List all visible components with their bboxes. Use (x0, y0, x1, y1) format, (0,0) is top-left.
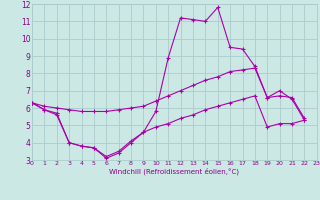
X-axis label: Windchill (Refroidissement éolien,°C): Windchill (Refroidissement éolien,°C) (109, 168, 239, 175)
